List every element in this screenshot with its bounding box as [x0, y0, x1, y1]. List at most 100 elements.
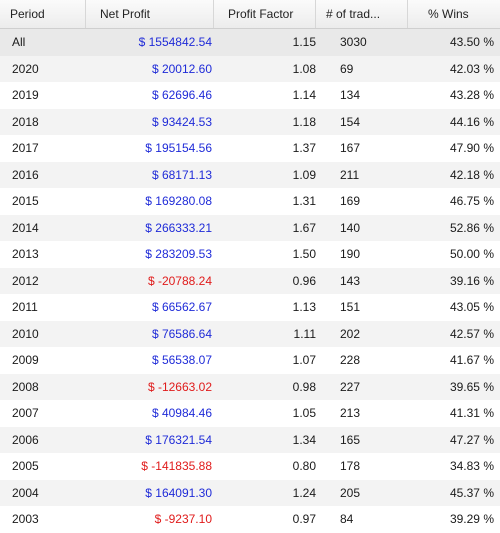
net-profit-cell: $ 66562.67 — [151, 300, 212, 315]
profit-factor-cell: 0.97 — [292, 512, 316, 527]
period-cell: 2018 — [12, 114, 39, 129]
table-row[interactable]: 2020 $ 20012.60 1.08 69 42.03 % — [0, 55, 500, 82]
profit-factor-cell: 1.09 — [292, 167, 316, 182]
wins-cell: 39.29 % — [449, 512, 494, 527]
trades-cell: 202 — [340, 326, 361, 341]
period-cell: 2009 — [12, 353, 39, 368]
trades-cell: 190 — [340, 247, 361, 262]
column-header-wins[interactable]: % Wins — [428, 7, 469, 21]
net-profit-cell: $ -20788.24 — [147, 273, 212, 288]
table-row[interactable]: 2014 $ 266333.21 1.67 140 52.86 % — [0, 214, 500, 241]
net-profit-cell: $ 40984.46 — [151, 406, 212, 421]
table-body: All $ 1554842.54 1.15 3030 43.50 % 2020 $ 2001… — [0, 29, 500, 533]
trades-cell: 154 — [340, 114, 361, 129]
wins-cell: 43.28 % — [449, 88, 494, 103]
table-row[interactable]: 2015 $ 169280.08 1.31 169 46.75 % — [0, 188, 500, 215]
table-row[interactable]: 2009 $ 56538.07 1.07 228 41.67 % — [0, 347, 500, 374]
trades-cell: 165 — [340, 432, 361, 447]
wins-cell: 47.27 % — [449, 432, 494, 447]
net-profit-cell: $ 164091.30 — [145, 485, 212, 500]
column-header-trades[interactable]: # of trad... — [316, 0, 408, 28]
profit-factor-cell: 0.98 — [292, 379, 316, 394]
table-row[interactable]: 2012 $ -20788.24 0.96 143 39.16 % — [0, 267, 500, 294]
table-row[interactable]: 2006 $ 176321.54 1.34 165 47.27 % — [0, 426, 500, 453]
profit-factor-cell: 0.80 — [292, 459, 316, 474]
period-cell: 2004 — [12, 485, 39, 500]
net-profit-cell: $ 68171.13 — [151, 167, 212, 182]
trades-cell: 167 — [340, 141, 361, 156]
wins-cell: 34.83 % — [449, 459, 494, 474]
net-profit-cell: $ -12663.02 — [147, 379, 212, 394]
table-row[interactable]: 2019 $ 62696.46 1.14 134 43.28 % — [0, 82, 500, 109]
trades-cell: 228 — [340, 353, 361, 368]
net-profit-cell: $ 76586.64 — [151, 326, 212, 341]
trades-cell: 178 — [340, 459, 361, 474]
trades-cell: 205 — [340, 485, 361, 500]
profit-factor-cell: 1.67 — [292, 220, 316, 235]
table-row[interactable]: 2008 $ -12663.02 0.98 227 39.65 % — [0, 373, 500, 400]
period-cell: 2008 — [12, 379, 39, 394]
profit-factor-cell: 1.50 — [292, 247, 316, 262]
period-cell: All — [12, 35, 26, 50]
period-cell: 2012 — [12, 273, 39, 288]
net-profit-cell: $ 266333.21 — [145, 220, 212, 235]
trades-cell: 151 — [340, 300, 361, 315]
trades-cell: 140 — [340, 220, 361, 235]
profit-factor-cell: 1.11 — [293, 326, 316, 341]
period-cell: 2011 — [12, 300, 38, 315]
column-header-profit-factor[interactable]: Profit Factor — [214, 0, 316, 28]
period-cell: 2015 — [12, 194, 39, 209]
table-row[interactable]: 2017 $ 195154.56 1.37 167 47.90 % — [0, 135, 500, 162]
profit-factor-cell: 1.37 — [292, 141, 316, 156]
table-row[interactable]: All $ 1554842.54 1.15 3030 43.50 % — [0, 29, 500, 56]
wins-cell: 43.05 % — [449, 300, 494, 315]
table-row[interactable]: 2011 $ 66562.67 1.13 151 43.05 % — [0, 294, 500, 321]
net-profit-cell: $ 1554842.54 — [138, 35, 212, 50]
trades-cell: 213 — [340, 406, 361, 421]
profit-factor-cell: 1.05 — [292, 406, 316, 421]
trades-cell: 69 — [340, 61, 354, 76]
table-row[interactable]: 2003 $ -9237.10 0.97 84 39.29 % — [0, 506, 500, 533]
column-header-net-profit[interactable]: Net Profit — [86, 0, 214, 28]
profit-factor-cell: 1.31 — [292, 194, 316, 209]
wins-cell: 52.86 % — [449, 220, 494, 235]
period-cell: 2014 — [12, 220, 39, 235]
net-profit-cell: $ 283209.53 — [145, 247, 212, 262]
wins-cell: 41.67 % — [449, 353, 494, 368]
net-profit-cell: $ 56538.07 — [151, 353, 212, 368]
profit-factor-cell: 1.08 — [292, 61, 316, 76]
period-cell: 2005 — [12, 459, 39, 474]
profit-factor-cell: 1.07 — [292, 353, 316, 368]
column-header-period[interactable]: Period — [0, 0, 86, 28]
table-row[interactable]: 2016 $ 68171.13 1.09 211 42.18 % — [0, 161, 500, 188]
table-row[interactable]: 2013 $ 283209.53 1.50 190 50.00 % — [0, 241, 500, 268]
trades-cell: 134 — [340, 88, 361, 103]
table-row[interactable]: 2018 $ 93424.53 1.18 154 44.16 % — [0, 108, 500, 135]
profit-factor-cell: 0.96 — [292, 273, 316, 288]
trades-cell: 227 — [340, 379, 361, 394]
period-cell: 2010 — [12, 326, 39, 341]
wins-cell: 42.03 % — [449, 61, 494, 76]
wins-cell: 42.57 % — [449, 326, 494, 341]
table-row[interactable]: 2010 $ 76586.64 1.11 202 42.57 % — [0, 320, 500, 347]
net-profit-cell: $ -9237.10 — [154, 512, 212, 527]
period-cell: 2020 — [12, 61, 39, 76]
table-row[interactable]: 2005 $ -141835.88 0.80 178 34.83 % — [0, 453, 500, 480]
net-profit-cell: $ 62696.46 — [151, 88, 212, 103]
period-cell: 2006 — [12, 432, 39, 447]
table-row[interactable]: 2004 $ 164091.30 1.24 205 45.37 % — [0, 479, 500, 506]
profit-factor-cell: 1.24 — [292, 485, 316, 500]
table-row[interactable]: 2007 $ 40984.46 1.05 213 41.31 % — [0, 400, 500, 427]
profit-factor-cell: 1.18 — [292, 114, 316, 129]
period-cell: 2003 — [12, 512, 39, 527]
wins-cell: 45.37 % — [449, 485, 494, 500]
profit-factor-cell: 1.14 — [292, 88, 316, 103]
trades-cell: 3030 — [340, 35, 367, 50]
wins-cell: 39.16 % — [449, 273, 494, 288]
trades-cell: 211 — [340, 167, 360, 182]
period-cell: 2019 — [12, 88, 39, 103]
net-profit-cell: $ 169280.08 — [145, 194, 212, 209]
profit-factor-cell: 1.13 — [292, 300, 316, 315]
wins-cell: 47.90 % — [449, 141, 494, 156]
